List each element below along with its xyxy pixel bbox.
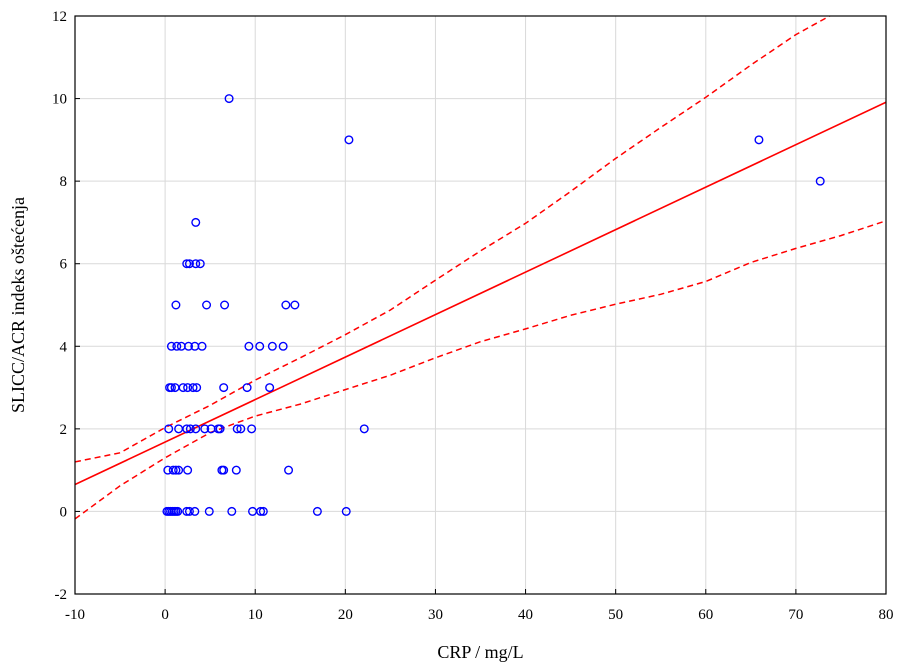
y-tick-label: 4: [60, 339, 68, 355]
data-point: [195, 259, 205, 269]
data-point: [171, 300, 181, 310]
data-point: [244, 341, 254, 351]
data-point: [191, 424, 201, 434]
data-point: [754, 135, 764, 145]
plot-frame: [74, 15, 887, 595]
data-points: [162, 94, 825, 516]
x-tick-label: 30: [428, 607, 443, 623]
data-point: [200, 424, 210, 434]
data-point: [344, 135, 354, 145]
data-point: [192, 383, 202, 393]
data-point: [312, 506, 322, 516]
y-tick-label: 12: [52, 9, 67, 25]
data-point: [219, 465, 229, 475]
data-point: [284, 465, 294, 475]
data-point: [265, 383, 275, 393]
y-tick-label: -2: [55, 587, 68, 603]
y-tick-label: 10: [52, 92, 67, 108]
data-point: [182, 259, 192, 269]
data-point: [188, 383, 198, 393]
data-point: [256, 506, 266, 516]
y-tick-labels: -2 0 2 4 6 8 10 12: [52, 9, 68, 603]
regression-line: [75, 101, 886, 486]
data-point: [202, 300, 212, 310]
data-point: [267, 341, 277, 351]
data-point: [174, 465, 184, 475]
data-point: [227, 506, 237, 516]
data-point: [236, 424, 246, 434]
data-point: [185, 424, 195, 434]
data-point: [183, 465, 193, 475]
y-tick-label: 6: [60, 257, 68, 273]
y-tick-label: 8: [60, 174, 68, 190]
data-point: [183, 383, 193, 393]
x-tick-label: 0: [161, 607, 169, 623]
x-tick-labels: -10 0 10 20 30 40 50 60 70 80: [65, 607, 894, 623]
axis-ticks: [74, 15, 887, 595]
y-tick-label: 0: [60, 504, 68, 520]
data-point: [184, 259, 194, 269]
data-point: [171, 465, 181, 475]
data-point: [247, 424, 257, 434]
data-point: [231, 465, 241, 475]
data-point: [191, 259, 201, 269]
data-point: [219, 383, 229, 393]
data-point: [255, 341, 265, 351]
data-point: [815, 176, 825, 186]
data-point: [224, 94, 234, 104]
data-point: [178, 383, 188, 393]
data-point: [166, 341, 176, 351]
x-tick-label: 70: [788, 607, 803, 623]
ci-upper-line: [75, 16, 832, 463]
x-tick-label: 50: [608, 607, 623, 623]
y-tick-label: 2: [60, 422, 68, 438]
data-point: [290, 300, 300, 310]
x-axis-label: CRP / mg/L: [437, 642, 523, 662]
data-point: [281, 300, 291, 310]
data-point: [173, 506, 183, 516]
data-point: [184, 341, 194, 351]
data-point: [166, 383, 176, 393]
y-axis-label: SLICC/ACR indeks oštećenja: [8, 197, 28, 413]
data-point: [232, 424, 242, 434]
data-point: [197, 341, 207, 351]
data-point: [242, 383, 252, 393]
grid-lines: [74, 15, 887, 595]
x-tick-label: -10: [65, 607, 85, 623]
x-tick-label: 20: [338, 607, 353, 623]
data-point: [220, 300, 230, 310]
data-point: [341, 506, 351, 516]
data-point: [359, 424, 369, 434]
data-point: [258, 506, 268, 516]
data-point: [190, 506, 200, 516]
x-tick-label: 10: [248, 607, 263, 623]
data-point: [191, 217, 201, 227]
data-point: [172, 341, 182, 351]
regression-line-group: [75, 101, 886, 486]
x-tick-label: 80: [879, 607, 894, 623]
data-point: [164, 424, 174, 434]
data-point: [278, 341, 288, 351]
x-tick-label: 60: [698, 607, 713, 623]
data-point: [168, 465, 178, 475]
data-point: [182, 424, 192, 434]
data-point: [204, 506, 214, 516]
x-tick-label: 40: [518, 607, 533, 623]
data-point: [215, 424, 225, 434]
data-point: [184, 506, 194, 516]
